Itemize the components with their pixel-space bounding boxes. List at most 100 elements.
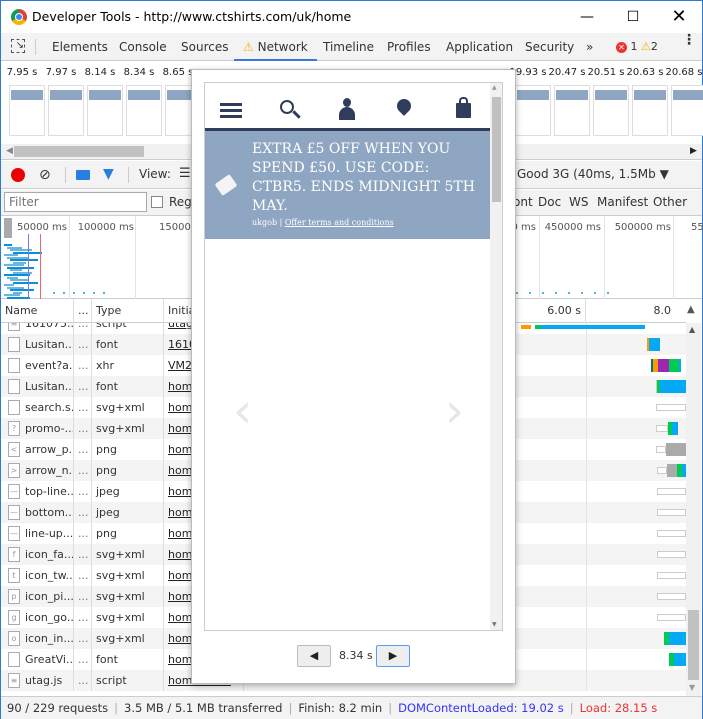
filmstrip-frame[interactable] bbox=[671, 85, 703, 136]
request-name: icon_in... bbox=[25, 632, 74, 645]
filmstrip-time: 8.14 s bbox=[84, 67, 116, 78]
screenshot-scrollbar[interactable]: ▲ ▼ bbox=[490, 83, 502, 630]
request-name: utag.js bbox=[25, 674, 63, 687]
type-filter-ws[interactable]: WS bbox=[569, 195, 589, 209]
list-view-icon[interactable]: ☰ bbox=[179, 166, 191, 181]
filter-input[interactable] bbox=[4, 192, 147, 212]
overview-dot bbox=[581, 292, 583, 294]
waterfall-bar bbox=[653, 359, 658, 372]
file-type-icon bbox=[8, 337, 20, 352]
sort-ascending-icon[interactable]: ▲ bbox=[687, 304, 695, 315]
tab-security[interactable]: Security bbox=[525, 40, 575, 54]
request-type: svg+xml bbox=[92, 586, 164, 607]
filmstrip-frame[interactable] bbox=[554, 85, 590, 136]
request-type: svg+xml bbox=[92, 607, 164, 628]
more-tabs-button[interactable]: » bbox=[586, 40, 594, 54]
overview-tick: 100000 ms bbox=[77, 222, 134, 233]
filmstrip-time: 20.63 s bbox=[626, 67, 664, 78]
close-button[interactable]: ✕ bbox=[671, 6, 687, 27]
filmstrip-frame[interactable] bbox=[87, 85, 123, 136]
window-title: Developer Tools - http://www.ctshirts.co… bbox=[32, 9, 352, 24]
search-icon bbox=[280, 100, 301, 119]
scrollbar-thumb[interactable] bbox=[688, 610, 699, 680]
file-type-icon: f bbox=[8, 547, 20, 562]
filmstrip-time: 19.93 s bbox=[509, 67, 547, 78]
clear-icon[interactable]: ⊘ bbox=[39, 167, 51, 183]
request-name: icon_fa... bbox=[25, 548, 74, 561]
type-filter-doc[interactable]: Doc bbox=[538, 195, 562, 209]
filmstrip-time: 20.51 s bbox=[587, 67, 625, 78]
request-initiator[interactable]: VM2 bbox=[168, 359, 193, 372]
column-type[interactable]: Type bbox=[92, 299, 164, 323]
overview-tick: 450000 ms bbox=[544, 222, 601, 233]
filmstrip-frame[interactable] bbox=[515, 85, 551, 136]
filmstrip-time: 7.97 s bbox=[45, 67, 77, 78]
filmstrip-frame[interactable] bbox=[632, 85, 668, 136]
column-name[interactable]: Name bbox=[1, 299, 74, 323]
waterfall-tick: 6.00 s bbox=[516, 299, 586, 323]
type-filter-other[interactable]: Other bbox=[653, 195, 688, 209]
scrollbar-thumb[interactable] bbox=[14, 146, 144, 157]
table-row[interactable]: — line-up... ... png home bbox=[1, 523, 686, 544]
tab-application[interactable]: Application bbox=[446, 40, 514, 54]
file-type-icon bbox=[8, 379, 20, 394]
record-button[interactable] bbox=[11, 168, 25, 182]
store-locator-icon bbox=[394, 96, 414, 116]
request-type: svg+xml bbox=[92, 397, 164, 418]
overview-dot bbox=[542, 292, 544, 294]
overview-bar bbox=[4, 294, 20, 296]
regex-checkbox[interactable] bbox=[151, 196, 163, 208]
column-hidden[interactable]: ... bbox=[74, 299, 92, 323]
type-filter-manifest[interactable]: Manifest bbox=[597, 195, 649, 209]
hidden-column: ... bbox=[74, 397, 92, 418]
minimize-button[interactable]: — bbox=[580, 9, 594, 25]
overview-bar bbox=[10, 269, 22, 271]
table-row[interactable]: ≡ 161075... ... script utag bbox=[1, 323, 686, 334]
request-name: arrow_n... bbox=[25, 464, 74, 477]
request-initiator[interactable]: utag bbox=[168, 323, 194, 330]
next-frame-button[interactable]: ▶ bbox=[376, 645, 410, 667]
menu-kebab-icon[interactable]: ⋮ bbox=[682, 32, 696, 48]
inspect-element-icon[interactable]: ↘ bbox=[11, 39, 25, 53]
waterfall-bar bbox=[658, 359, 669, 372]
maximize-button[interactable]: ☐ bbox=[626, 9, 640, 25]
tab-profiles[interactable]: Profiles bbox=[387, 40, 431, 54]
tab-sources[interactable]: Sources bbox=[181, 40, 229, 54]
filmstrip-frame[interactable] bbox=[126, 85, 162, 136]
request-name: icon_pi... bbox=[25, 590, 74, 603]
error-count[interactable]: ✕ 1 ⚠2 bbox=[616, 40, 658, 53]
waterfall-bar bbox=[667, 464, 677, 477]
request-type: xhr bbox=[92, 355, 164, 376]
tab-network[interactable]: ⚠ Network bbox=[234, 33, 317, 61]
table-row[interactable]: event?a... ... xhr VM2 bbox=[1, 355, 686, 376]
filmstrip-frame[interactable] bbox=[593, 85, 629, 136]
filmstrip-frame[interactable] bbox=[9, 85, 45, 136]
table-row[interactable]: — top-line... ... jpeg home bbox=[1, 481, 686, 502]
offer-terms-link[interactable]: Offer terms and conditions bbox=[284, 218, 394, 227]
request-name: icon_go... bbox=[25, 611, 74, 624]
overview-tick: 500000 ms bbox=[614, 222, 671, 233]
price-tag-icon bbox=[214, 174, 238, 196]
hidden-column: ... bbox=[74, 544, 92, 565]
type-filter-font[interactable]: ont bbox=[513, 195, 533, 209]
waterfall-bar bbox=[682, 464, 686, 477]
waterfall-tick: 8.0 bbox=[653, 304, 672, 317]
tab-elements[interactable]: Elements bbox=[52, 40, 108, 54]
request-name: event?a... bbox=[25, 359, 74, 372]
filmstrip-frame[interactable] bbox=[48, 85, 84, 136]
tab-timeline[interactable]: Timeline bbox=[323, 40, 375, 54]
waterfall-bar bbox=[657, 380, 660, 393]
waterfall-bar bbox=[669, 632, 686, 645]
tab-console[interactable]: Console bbox=[119, 40, 167, 54]
throttle-select[interactable]: Good 3G (40ms, 1.5Mb ▼ bbox=[517, 167, 669, 181]
table-scrollbar[interactable]: ▲ ▼ bbox=[686, 323, 701, 696]
request-type: font bbox=[92, 376, 164, 397]
file-type-icon: ≡ bbox=[8, 673, 20, 688]
previous-frame-button[interactable]: ◀ bbox=[297, 645, 331, 667]
filter-icon[interactable]: ▼ bbox=[103, 166, 114, 182]
overview-dot bbox=[63, 292, 65, 294]
waterfall-bar bbox=[657, 593, 686, 600]
request-initiator[interactable]: 1610 bbox=[168, 338, 196, 351]
overview-bar bbox=[13, 261, 26, 264]
capture-screenshots-icon[interactable] bbox=[76, 170, 90, 180]
